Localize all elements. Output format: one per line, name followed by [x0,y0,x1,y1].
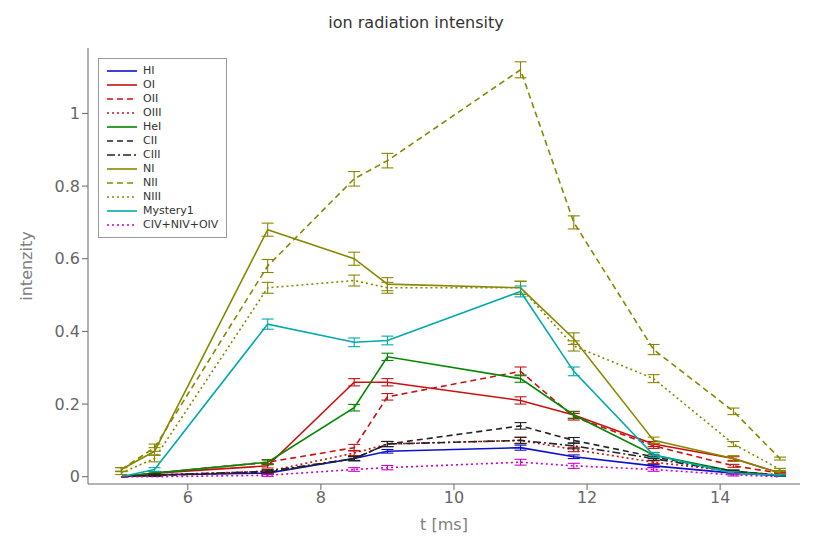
svg-text:1: 1 [70,104,80,123]
svg-text:12: 12 [577,488,597,507]
svg-text:14: 14 [710,488,730,507]
html-text:HeI: HeI [143,120,162,133]
svg-text:10: 10 [444,488,464,507]
html-text:Mystery1: Mystery1 [143,204,194,217]
svg-text:0.6: 0.6 [55,249,80,268]
svg-text:0.8: 0.8 [55,177,80,196]
svg-text:6: 6 [183,488,193,507]
html-text:OII: OII [143,92,159,105]
svg-text:intenzity: intenzity [17,231,36,300]
html-text:CIV+NIV+OIV: CIV+NIV+OIV [143,218,219,231]
html-text:OI: OI [143,78,155,91]
html-text:OIII: OIII [143,106,162,119]
svg-text:8: 8 [316,488,326,507]
html-text:CII: CII [143,134,158,147]
html-text:CIII: CIII [143,148,161,161]
html-text:NII: NII [143,176,158,189]
svg-text:0.4: 0.4 [55,322,80,341]
html-text:HI: HI [143,64,155,77]
svg-text:0: 0 [70,467,80,486]
svg-text:0.2: 0.2 [55,395,80,414]
svg-text:t [ms]: t [ms] [420,515,468,534]
html-text:ion radiation intensity: ion radiation intensity [328,13,504,32]
html-text:NIII: NIII [143,190,161,203]
html-text:NI: NI [143,162,155,175]
